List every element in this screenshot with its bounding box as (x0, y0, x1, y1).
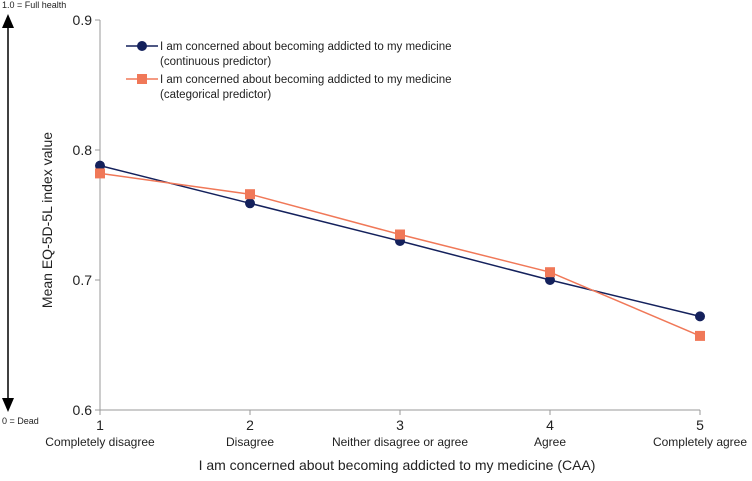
x-axis-title: I am concerned about becoming addicted t… (199, 457, 596, 473)
y-tick-label: 0.6 (73, 402, 93, 418)
legend-marker-categorical (137, 74, 147, 84)
x-category-label: Completely disagree (45, 435, 155, 449)
legend-sublabel-continuous: (continuous predictor) (160, 56, 271, 68)
y-tick-label: 0.8 (73, 142, 93, 158)
data-point-continuous (245, 198, 255, 209)
x-ticks: 1 Completely disagree 2 Disagree 3 Neither di… (45, 410, 747, 449)
y-axis-title: Mean EQ-5D-5L index value (39, 132, 55, 308)
x-category-label: Neither disagree or agree (332, 435, 468, 449)
legend-entry-continuous: I am concerned about becoming addicted t… (126, 41, 452, 68)
data-point-continuous (695, 311, 705, 322)
data-point-categorical (395, 229, 405, 240)
x-tick-label: 4 (546, 417, 554, 433)
y-tick-label: 0.7 (73, 272, 93, 288)
x-category-label: Disagree (226, 435, 274, 449)
y-tick-label: 0.9 (73, 12, 93, 28)
x-tick-label: 1 (96, 417, 104, 433)
legend-entry-categorical: I am concerned about becoming addicted t… (126, 74, 452, 101)
data-point-continuous (545, 275, 555, 285)
legend-marker-continuous (137, 41, 147, 51)
data-point-continuous (95, 160, 105, 171)
scale-bottom-label: 0 = Dead (2, 416, 39, 426)
scale-arrow-head-up (2, 14, 14, 28)
data-point-categorical (695, 330, 705, 341)
y-ticks: 0.6 0.7 0.8 0.9 (73, 12, 100, 418)
scale-arrow: 1.0 = Full health 0 = Dead (2, 0, 66, 426)
x-tick-label: 5 (696, 417, 704, 433)
legend-label-categorical: I am concerned about becoming addicted t… (160, 74, 452, 86)
series-layer (95, 160, 705, 341)
data-point-categorical (245, 189, 255, 200)
legend-sublabel-categorical: (categorical predictor) (160, 89, 271, 101)
scale-arrow-head-down (2, 398, 14, 412)
data-point-categorical (545, 267, 555, 278)
legend-label-continuous: I am concerned about becoming addicted t… (160, 41, 452, 53)
x-category-label: Completely agree (653, 435, 747, 449)
legend: I am concerned about becoming addicted t… (126, 41, 452, 101)
scale-top-label: 1.0 = Full health (2, 0, 66, 10)
x-category-label: Agree (534, 435, 566, 449)
x-tick-label: 3 (396, 417, 404, 433)
x-tick-label: 2 (246, 417, 254, 433)
data-point-categorical (95, 168, 105, 179)
series-line-categorical (99, 172, 701, 337)
